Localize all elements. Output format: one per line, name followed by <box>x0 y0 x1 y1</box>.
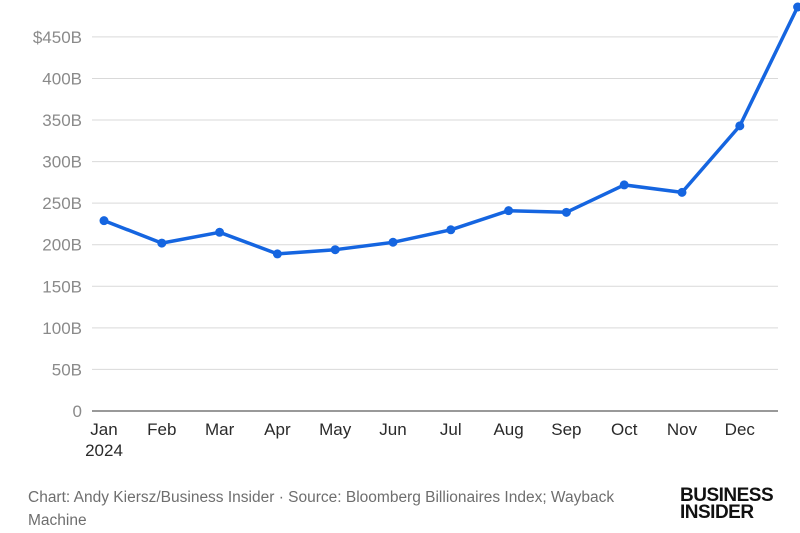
y-tick-label: 50B <box>52 360 82 379</box>
x-axis-ticks: Jan Feb Mar Apr May Jun Jul Aug Sep Oct Nov Dec 2024 <box>85 420 755 460</box>
data-point <box>619 180 629 190</box>
x-tick-label: May <box>319 420 352 439</box>
x-tick-label: Oct <box>611 420 638 439</box>
y-tick-label: 250B <box>42 194 82 213</box>
data-point <box>272 249 282 259</box>
y-tick-label: $450B <box>33 28 82 47</box>
y-tick-label: 150B <box>42 277 82 296</box>
data-point <box>330 245 340 255</box>
x-year-label: 2024 <box>85 441 123 460</box>
y-axis-ticks: 0 50B 100B 150B 200B 250B 300B 350B 400B $450B <box>33 28 82 421</box>
chart-credit: Chart: Andy Kiersz/Business Insider · So… <box>28 489 615 529</box>
x-tick-label: Jan <box>90 420 117 439</box>
y-tick-label: 350B <box>42 111 82 130</box>
data-point <box>735 121 745 131</box>
data-point <box>504 206 514 216</box>
data-points <box>99 2 800 259</box>
data-point <box>388 237 398 247</box>
y-tick-label: 0 <box>73 402 82 421</box>
y-tick-label: 400B <box>42 69 82 88</box>
x-tick-label: Aug <box>493 420 523 439</box>
x-tick-label: Nov <box>667 420 698 439</box>
data-point <box>157 238 167 248</box>
y-tick-label: 100B <box>42 319 82 338</box>
gridlines <box>92 36 778 370</box>
y-tick-label: 200B <box>42 236 82 255</box>
data-point <box>215 227 225 237</box>
x-tick-label: Jul <box>440 420 462 439</box>
x-tick-label: Mar <box>205 420 235 439</box>
business-insider-logo: BUSINESS INSIDER <box>680 485 790 523</box>
x-tick-label: Feb <box>147 420 176 439</box>
series-line <box>102 5 800 256</box>
data-point <box>793 2 800 12</box>
x-tick-label: Dec <box>725 420 756 439</box>
data-point <box>561 207 571 217</box>
x-tick-label: Jun <box>379 420 406 439</box>
x-tick-label: Sep <box>551 420 581 439</box>
line-chart: 0 50B 100B 150B 200B 250B 300B 350B 400B $450B Ja… <box>33 2 800 460</box>
data-point <box>677 187 687 197</box>
data-point <box>446 225 456 235</box>
logo-line-2: INSIDER <box>680 502 754 523</box>
x-tick-label: Apr <box>264 420 291 439</box>
y-tick-label: 300B <box>42 153 82 172</box>
logo-line-1: BUSINESS <box>680 485 774 506</box>
data-point <box>99 216 109 226</box>
